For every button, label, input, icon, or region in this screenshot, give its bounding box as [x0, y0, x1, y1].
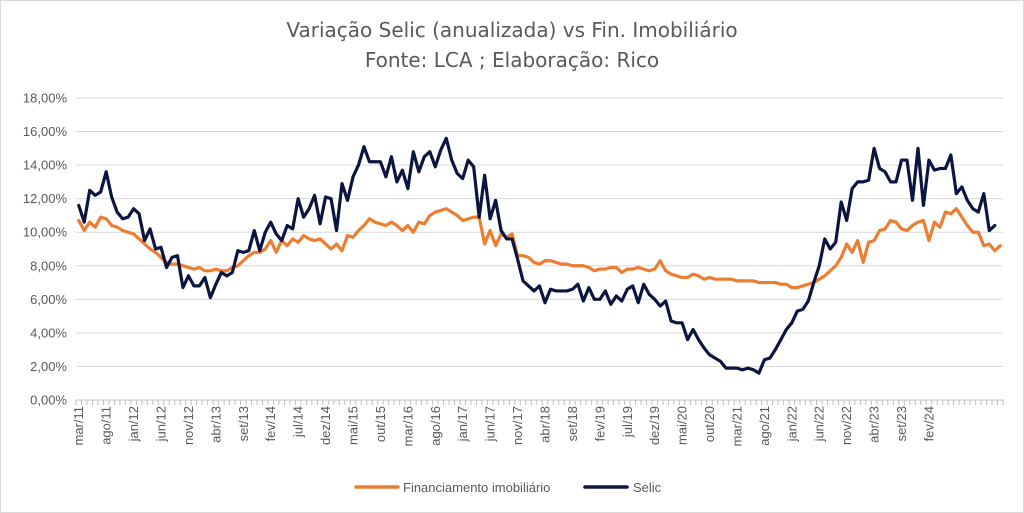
x-tick-label: fev/19	[592, 406, 607, 441]
series-line-financiamento-imobiliario	[77, 207, 1002, 290]
x-tick-label: set/18	[565, 406, 580, 441]
x-tick-label: jan/12	[126, 406, 141, 442]
x-tick-label: nov/17	[510, 406, 525, 445]
x-tick-label: abr/18	[537, 406, 552, 443]
x-tick-label: ago/21	[757, 406, 772, 446]
x-tick-label: mai/15	[346, 406, 361, 445]
x-tick-label: set/13	[236, 406, 251, 441]
y-tick-label: 8,00%	[30, 258, 67, 273]
x-tick-label: jul/14	[291, 406, 306, 438]
x-tick-label: fev/24	[921, 406, 936, 441]
x-tick-label: jun/17	[483, 406, 498, 442]
x-tick-label: jun/12	[154, 406, 169, 442]
y-tick-label: 14,00%	[23, 158, 68, 173]
x-tick-label: nov/12	[181, 406, 196, 445]
y-tick-label: 12,00%	[23, 191, 68, 206]
x-tick-label: jan/22	[784, 406, 799, 442]
x-tick-label: abr/23	[867, 406, 882, 443]
chart-subtitle: Fonte: LCA ; Elaboração: Rico	[364, 48, 660, 72]
y-tick-label: 6,00%	[30, 292, 67, 307]
x-tick-label: dez/19	[647, 406, 662, 445]
y-tick-label: 10,00%	[23, 225, 68, 240]
x-tick-label: dez/14	[318, 406, 333, 445]
y-tick-label: 16,00%	[23, 124, 68, 139]
x-tick-label: jul/19	[620, 406, 635, 438]
y-tick-label: 18,00%	[23, 91, 68, 106]
y-tick-label: 4,00%	[30, 325, 67, 340]
x-tick-label: out/15	[373, 406, 388, 442]
x-tick-label: mai/20	[675, 406, 690, 445]
x-tick-label: mar/16	[400, 406, 415, 446]
y-tick-label: 2,00%	[30, 359, 67, 374]
x-tick-label: mar/21	[729, 406, 744, 446]
x-tick-label: jun/22	[812, 406, 827, 442]
x-tick-label: out/20	[702, 406, 717, 442]
x-tick-label: abr/13	[208, 406, 223, 443]
x-tick-label: fev/14	[263, 406, 278, 441]
x-tick-label: nov/22	[839, 406, 854, 445]
series-line-selic	[77, 136, 997, 375]
y-tick-label: 0,00%	[30, 393, 67, 408]
x-tick-label: set/23	[894, 406, 909, 441]
x-tick-label: jan/17	[455, 406, 470, 442]
legend-label: Financiamento imobiliário	[403, 480, 550, 495]
legend-label: Selic	[633, 480, 662, 495]
chart-title: Variação Selic (anualizada) vs Fin. Imob…	[286, 18, 738, 42]
x-tick-label: mar/11	[71, 406, 86, 446]
x-tick-label: ago/11	[99, 406, 114, 445]
x-tick-label: ago/16	[428, 406, 443, 446]
